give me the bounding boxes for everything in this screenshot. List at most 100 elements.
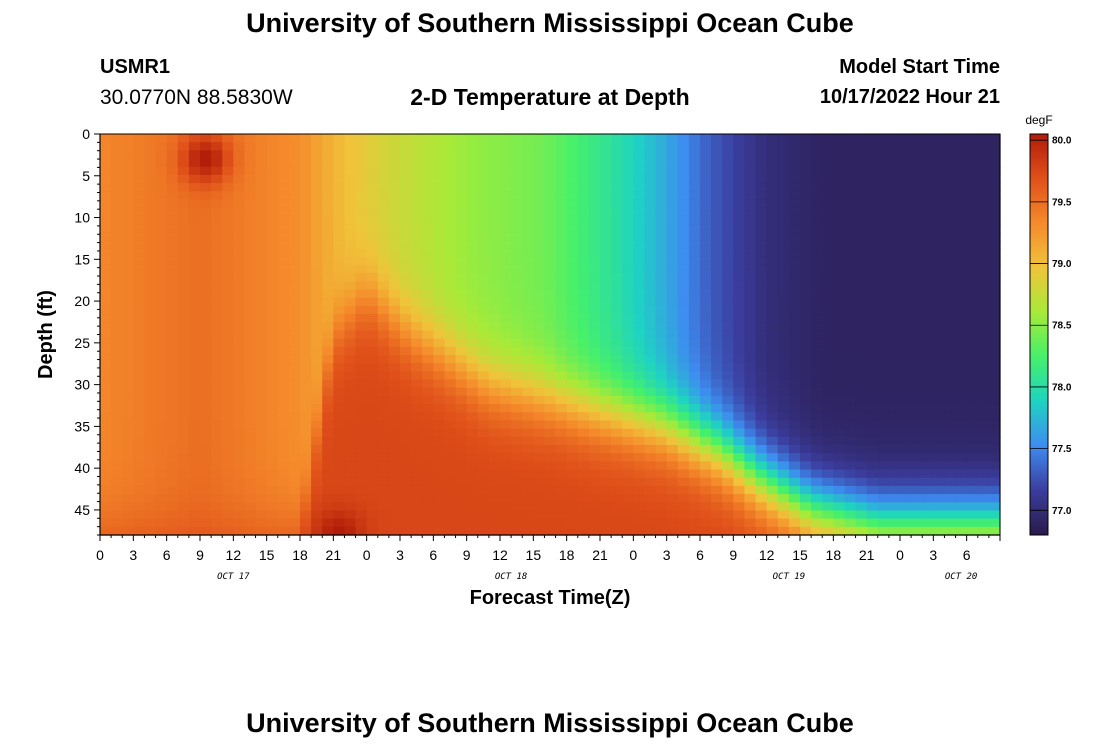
- heatmap-cell: [733, 379, 746, 389]
- heatmap-cell: [911, 412, 923, 422]
- heatmap-cell: [255, 248, 268, 258]
- heatmap-cell: [322, 199, 334, 209]
- heatmap-cell: [322, 436, 334, 446]
- heatmap-cell: [555, 485, 568, 495]
- heatmap-cell: [933, 224, 946, 233]
- heatmap-cell: [811, 281, 823, 291]
- heatmap-cell: [422, 510, 434, 520]
- heatmap-cell: [411, 469, 423, 479]
- heatmap-cell: [688, 526, 701, 536]
- heatmap-cell: [855, 510, 868, 520]
- heatmap-cell: [622, 305, 634, 315]
- heatmap-cell: [222, 174, 234, 184]
- heatmap-cell: [833, 354, 846, 364]
- heatmap-cell: [600, 371, 612, 381]
- heatmap-cell: [922, 420, 934, 430]
- heatmap-cell: [444, 183, 457, 192]
- heatmap-cell: [244, 199, 257, 209]
- heatmap-cell: [822, 248, 834, 258]
- heatmap-cell: [111, 305, 123, 315]
- heatmap-cell: [522, 166, 534, 176]
- heatmap-cell: [188, 436, 201, 446]
- heatmap-cell: [188, 526, 201, 536]
- heatmap-cell: [500, 314, 512, 323]
- heatmap-cell: [500, 174, 512, 184]
- heatmap-cell: [344, 404, 357, 413]
- heatmap-cell: [900, 371, 912, 381]
- heatmap-cell: [677, 494, 690, 503]
- heatmap-cell: [700, 207, 712, 217]
- heatmap-cell: [977, 232, 990, 241]
- heatmap-cell: [200, 264, 212, 274]
- heatmap-cell: [711, 264, 723, 274]
- heatmap-cell: [366, 477, 379, 487]
- heatmap-cell: [822, 379, 834, 389]
- heatmap-cell: [388, 453, 401, 462]
- heatmap-cell: [866, 150, 879, 160]
- heatmap-cell: [977, 281, 990, 291]
- heatmap-cell: [544, 395, 557, 405]
- heatmap-cell: [588, 240, 601, 250]
- heatmap-cell: [877, 281, 890, 291]
- heatmap-cell: [455, 469, 468, 479]
- heatmap-cell: [277, 371, 290, 381]
- heatmap-cell: [700, 412, 712, 422]
- heatmap-cell: [877, 166, 890, 176]
- heatmap-cell: [633, 346, 646, 356]
- heatmap-cell: [800, 502, 812, 512]
- heatmap-cell: [588, 461, 601, 471]
- heatmap-cell: [355, 248, 368, 258]
- heatmap-cell: [288, 232, 301, 241]
- heatmap-cell: [866, 232, 879, 241]
- heatmap-cell: [788, 166, 801, 176]
- heatmap-cell: [611, 338, 623, 348]
- heatmap-cell: [688, 412, 701, 422]
- heatmap-cell: [655, 453, 668, 462]
- heatmap-cell: [277, 436, 290, 446]
- heatmap-cell: [366, 183, 379, 192]
- heatmap-cell: [955, 453, 968, 462]
- heatmap-cell: [788, 264, 801, 274]
- heatmap-cell: [111, 428, 123, 438]
- heatmap-cell: [911, 166, 923, 176]
- heatmap-cell: [233, 191, 246, 201]
- heatmap-cell: [911, 297, 923, 307]
- heatmap-cell: [822, 526, 834, 536]
- heatmap-cell: [644, 330, 657, 340]
- heatmap-cell: [100, 248, 112, 258]
- heatmap-cell: [466, 256, 479, 266]
- heatmap-cell: [155, 436, 168, 446]
- heatmap-cell: [955, 510, 968, 520]
- heatmap-cell: [411, 150, 423, 160]
- heatmap-cell: [188, 134, 201, 143]
- heatmap-cell: [800, 134, 812, 143]
- heatmap-cell: [311, 404, 323, 413]
- heatmap-cell: [433, 134, 446, 143]
- heatmap-cell: [366, 379, 379, 389]
- heatmap-cell: [777, 444, 790, 454]
- heatmap-cell: [244, 232, 257, 241]
- heatmap-cell: [622, 264, 634, 274]
- heatmap-cell: [922, 224, 934, 233]
- heatmap-cell: [200, 314, 212, 323]
- heatmap-cell: [388, 174, 401, 184]
- heatmap-cell: [488, 404, 501, 413]
- heatmap-cell: [577, 264, 590, 274]
- heatmap-cell: [911, 346, 923, 356]
- heatmap-cell: [433, 240, 446, 250]
- heatmap-cell: [800, 404, 812, 413]
- heatmap-cell: [677, 289, 690, 299]
- heatmap-cell: [522, 404, 534, 413]
- heatmap-cell: [288, 142, 301, 151]
- heatmap-cell: [866, 387, 879, 397]
- heatmap-cell: [211, 444, 223, 454]
- heatmap-cell: [822, 469, 834, 479]
- heatmap-cell: [666, 420, 679, 430]
- heatmap-cell: [177, 183, 190, 192]
- heatmap-cell: [844, 477, 857, 487]
- heatmap-cell: [111, 420, 123, 430]
- colorbar-unit: degF: [1025, 113, 1052, 127]
- heatmap-cell: [811, 379, 823, 389]
- heatmap-cell: [422, 158, 434, 168]
- heatmap-cell: [622, 215, 634, 225]
